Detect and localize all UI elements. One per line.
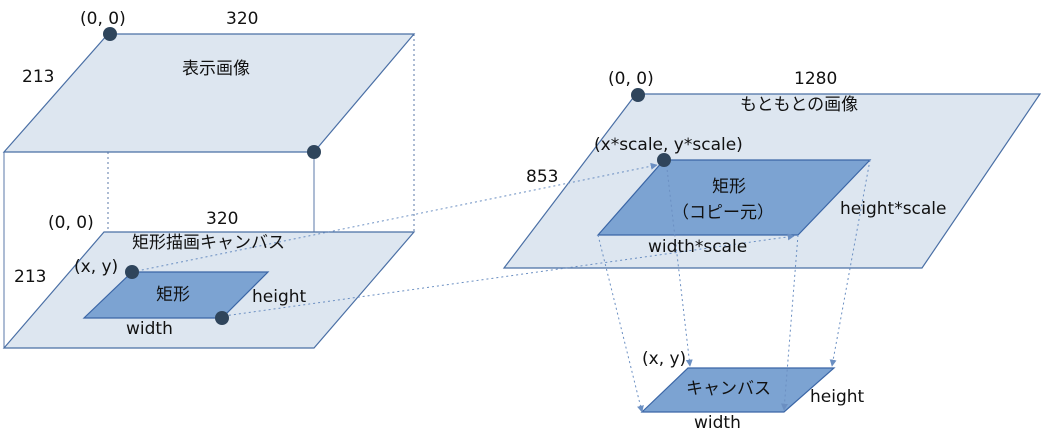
output-width-label: width (694, 413, 741, 433)
canvas-rect-width-label: width (126, 319, 173, 339)
canvas-xy-dot (125, 265, 139, 279)
source-rect-label-1: 矩形 (712, 177, 746, 197)
original-xy-label: (x*scale, y*scale) (594, 135, 743, 155)
display-height-label: 213 (22, 67, 54, 87)
original-xy-dot (657, 153, 671, 167)
canvas-rect-corner-dot (215, 311, 229, 325)
output-canvas (640, 367, 836, 413)
display-origin-dot (103, 27, 117, 41)
output-xy-label: (x, y) (642, 349, 686, 369)
points (103, 27, 671, 325)
display-origin-label: (0, 0) (80, 9, 126, 29)
canvas-height-label: 213 (14, 267, 46, 287)
guide-lines (131, 159, 871, 413)
copy-arrow-bottom-right (781, 234, 799, 411)
display-width-label: 320 (226, 9, 258, 29)
xy-mapping-arrow (131, 162, 658, 273)
original-height-label: 853 (526, 167, 558, 187)
source-rect-width-label: width*scale (648, 237, 747, 257)
canvas-origin-label: (0, 0) (48, 213, 94, 233)
output-canvas-title: キャンバス (686, 379, 771, 399)
canvas-rect-height-label: height (252, 287, 307, 307)
wh-mapping-arrow (223, 233, 795, 317)
source-rect-height-label: height*scale (840, 199, 947, 219)
source-rect-label-2: （コピー元） (672, 203, 774, 223)
original-origin-dot (631, 88, 645, 102)
canvas-width-label: 320 (206, 209, 238, 229)
original-width-label: 1280 (794, 69, 837, 89)
display-image-plane (2, 33, 416, 153)
copy-arrow-bottom-left (597, 234, 644, 413)
display-corner-dot (307, 145, 321, 159)
display-title: 表示画像 (182, 59, 250, 79)
canvas-title: 矩形描画キャンバス (132, 233, 285, 253)
output-height-label: height (810, 387, 865, 407)
canvas-xy-label: (x, y) (74, 257, 118, 277)
original-title: もともとの画像 (740, 95, 858, 115)
original-origin-label: (0, 0) (608, 69, 654, 89)
canvas-rect-label: 矩形 (156, 285, 190, 305)
